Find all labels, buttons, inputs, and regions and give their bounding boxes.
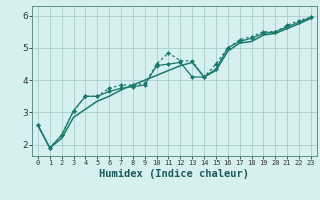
X-axis label: Humidex (Indice chaleur): Humidex (Indice chaleur) [100,169,249,179]
